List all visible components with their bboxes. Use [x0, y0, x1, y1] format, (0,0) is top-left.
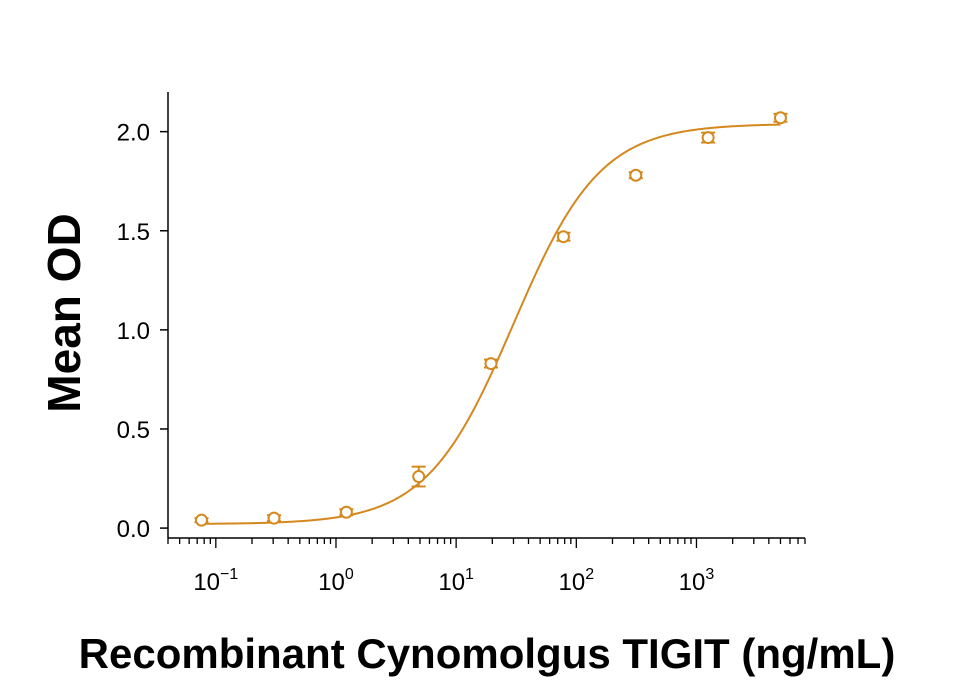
y-tick-label: 1.0	[117, 318, 150, 345]
x-tick-base: 10	[438, 569, 465, 596]
data-point	[411, 465, 426, 488]
data-point	[267, 511, 282, 525]
point-marker	[412, 470, 426, 484]
x-tick-base: 10	[679, 569, 706, 596]
data-point	[194, 513, 209, 527]
point-marker	[701, 131, 715, 145]
point-marker	[556, 230, 570, 244]
y-axis-title: Mean OD	[38, 213, 90, 412]
x-tick-label: 101	[438, 566, 474, 596]
point-marker	[773, 111, 787, 125]
point-marker	[267, 511, 281, 525]
x-ticks: 10−1 100 101 102 103	[167, 538, 806, 596]
x-tick-exponent: 2	[585, 566, 594, 583]
x-tick-label: 103	[679, 566, 715, 596]
y-ticks: 0.0 0.5 1.0 1.5 2.0	[117, 120, 168, 543]
series-layer	[194, 111, 788, 527]
x-tick-base: 10	[193, 569, 220, 596]
y-tick-label: 0.5	[117, 417, 150, 444]
y-tick-label: 1.5	[117, 219, 150, 246]
x-axis-title: Recombinant Cynomolgus TIGIT (ng/mL)	[79, 630, 896, 677]
data-point	[556, 230, 571, 244]
point-marker	[194, 513, 208, 527]
point-marker	[629, 168, 643, 182]
data-point	[484, 357, 499, 371]
x-tick-base: 10	[559, 569, 586, 596]
x-tick-label: 102	[559, 566, 595, 596]
x-tick-exponent: 3	[705, 566, 714, 583]
point-marker	[484, 357, 498, 371]
data-point	[701, 131, 716, 145]
y-tick-label: 2.0	[117, 120, 150, 147]
x-tick-exponent: 1	[465, 566, 474, 583]
data-point	[339, 505, 354, 519]
data-point	[773, 111, 788, 125]
axes: 0.00.51.01.52.0 10−1 100 101 102 103	[117, 92, 806, 596]
data-point	[628, 168, 643, 182]
x-tick-exponent: 0	[345, 566, 354, 583]
fit-curve	[201, 123, 781, 525]
x-tick-exponent: −1	[220, 566, 238, 583]
x-tick-base: 10	[318, 569, 345, 596]
point-marker	[339, 505, 353, 519]
x-tick-label: 100	[318, 566, 354, 596]
x-tick-label: 10−1	[193, 566, 238, 596]
y-tick-label: 0.0	[117, 516, 150, 543]
